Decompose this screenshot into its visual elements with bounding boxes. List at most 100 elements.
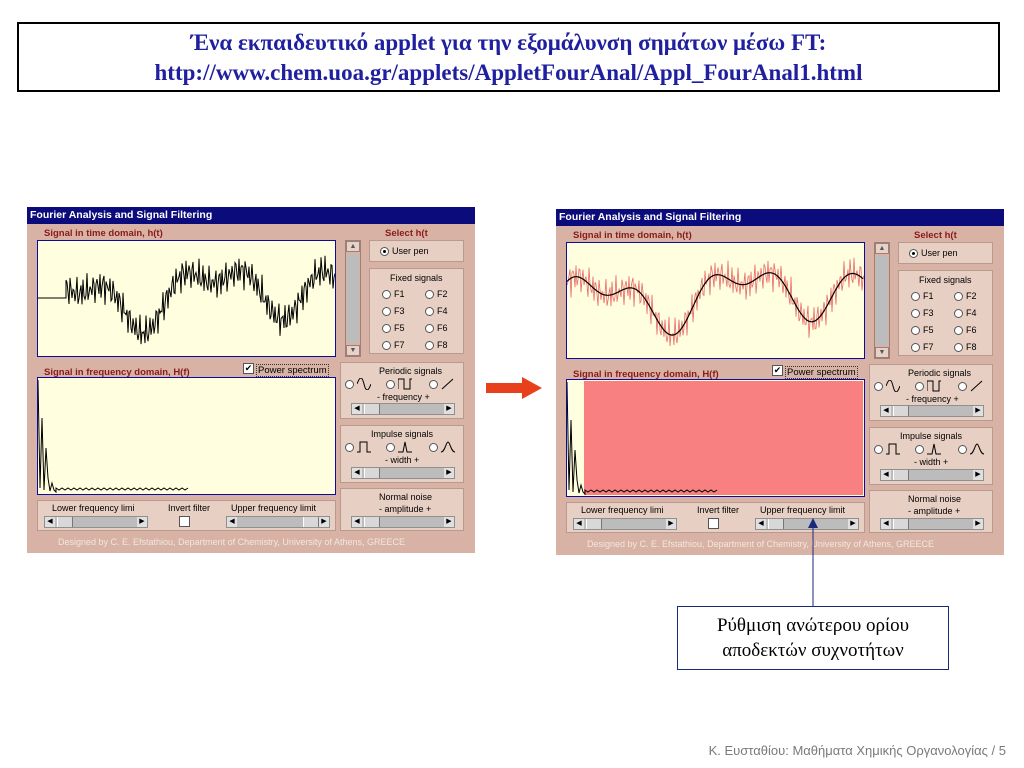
radio-f2[interactable]: F2	[425, 289, 448, 299]
periodic-signals-label: Periodic signals	[379, 366, 443, 376]
scroll-down-icon[interactable]: ▼	[346, 345, 360, 356]
rect-impulse-icon	[357, 441, 371, 453]
rect-impulse-icon	[886, 443, 900, 455]
upper-limit-slider[interactable]: ◀ ▶	[226, 516, 330, 528]
radio-f5[interactable]: F5	[382, 323, 405, 333]
radio-f7[interactable]: F7	[911, 342, 934, 352]
slide-footer: Κ. Ευσταθίου: Μαθήματα Χημικής Οργανολογ…	[708, 743, 1006, 758]
time-domain-label: Signal in time domain, h(t)	[44, 228, 163, 239]
scroll-up-icon[interactable]: ▲	[346, 241, 360, 252]
user-pen-radio[interactable]: User pen	[380, 246, 429, 256]
freq-domain-label: Signal in frequency domain, H(f)	[573, 369, 719, 380]
invert-filter-checkbox[interactable]	[179, 516, 190, 527]
radio-f1[interactable]: F1	[911, 291, 934, 301]
frequency-slider[interactable]: ◀ ▶	[351, 403, 455, 415]
radio-sawtooth[interactable]	[429, 378, 460, 390]
radio-f3[interactable]: F3	[911, 308, 934, 318]
radio-f4[interactable]: F4	[954, 308, 977, 318]
radio-sine[interactable]	[874, 380, 905, 392]
user-pen-radio[interactable]: User pen	[909, 248, 958, 258]
width-slider[interactable]: ◀ ▶	[880, 469, 984, 481]
radio-f1[interactable]: F1	[382, 289, 405, 299]
frequency-label: - frequency +	[906, 394, 959, 404]
applet-window-title: Fourier Analysis and Signal Filtering	[556, 209, 1004, 226]
vertical-scrollbar[interactable]: ▲ ▼	[874, 242, 890, 359]
radio-f6[interactable]: F6	[425, 323, 448, 333]
width-label: - width +	[385, 455, 420, 465]
radio-f5[interactable]: F5	[911, 325, 934, 335]
invert-filter-label: Invert filter	[697, 505, 740, 515]
lower-limit-label: Lower frequency limi	[52, 503, 135, 513]
normal-noise-group: Normal noise - amplitude + ◀ ▶	[869, 490, 993, 533]
radio-f7[interactable]: F7	[382, 340, 405, 350]
slide-title-url[interactable]: http://www.chem.uoa.gr/applets/AppletFou…	[154, 60, 863, 85]
radio-sawtooth[interactable]	[958, 380, 989, 392]
slide-title-line1: Ένα εκπαιδευτικό applet για την εξομάλυν…	[190, 30, 827, 55]
square-wave-icon	[398, 378, 412, 390]
lower-limit-slider[interactable]: ◀ ▶	[573, 518, 677, 530]
triangle-impulse-icon	[927, 443, 941, 455]
user-pen-group: User pen	[898, 242, 993, 264]
radio-f2[interactable]: F2	[954, 291, 977, 301]
freq-domain-plot[interactable]	[566, 379, 865, 497]
vertical-scrollbar[interactable]: ▲ ▼	[345, 240, 361, 357]
radio-rect-impulse[interactable]	[345, 441, 376, 453]
applet-before: Fourier Analysis and Signal Filtering Si…	[27, 207, 475, 553]
radio-rect-impulse[interactable]	[874, 443, 905, 455]
radio-sine[interactable]	[345, 378, 376, 390]
power-spectrum-checkbox[interactable]: ✔	[772, 365, 783, 376]
sawtooth-wave-icon	[970, 380, 983, 392]
user-pen-label: User pen	[921, 248, 958, 258]
applet-credit: Designed by C. E. Efstathiou, Department…	[58, 537, 405, 547]
radio-f4[interactable]: F4	[425, 306, 448, 316]
raw-signal-line	[567, 257, 864, 347]
width-slider[interactable]: ◀ ▶	[351, 467, 455, 479]
time-domain-plot[interactable]	[566, 242, 865, 359]
fixed-signals-label: Fixed signals	[390, 273, 443, 283]
radio-f8[interactable]: F8	[425, 340, 448, 350]
time-domain-plot[interactable]	[37, 240, 336, 357]
fixed-signals-label: Fixed signals	[919, 275, 972, 285]
time-domain-label: Signal in time domain, h(t)	[573, 230, 692, 241]
upper-limit-label: Upper frequency limit	[760, 505, 846, 515]
radio-square[interactable]	[386, 378, 417, 390]
scroll-up-icon[interactable]: ▲	[875, 243, 889, 254]
invert-filter-checkbox[interactable]	[708, 518, 719, 529]
amplitude-slider[interactable]: ◀ ▶	[880, 518, 984, 530]
filter-controls-group: Lower frequency limi ◀ ▶ Invert filter Up…	[37, 500, 336, 531]
spectrum-line	[567, 381, 718, 496]
radio-triangle-impulse[interactable]	[386, 441, 417, 453]
lower-limit-slider[interactable]: ◀ ▶	[44, 516, 148, 528]
upper-limit-label: Upper frequency limit	[231, 503, 317, 513]
slide-title: Ένα εκπαιδευτικό applet για την εξομάλυν…	[17, 22, 1000, 92]
power-spectrum-label: Power spectrum	[785, 366, 858, 379]
scroll-down-icon[interactable]: ▼	[875, 347, 889, 358]
amplitude-slider[interactable]: ◀ ▶	[351, 516, 455, 528]
gaussian-impulse-icon	[441, 441, 455, 453]
normal-noise-group: Normal noise - amplitude + ◀ ▶	[340, 488, 464, 531]
periodic-signals-group: Periodic signals - frequency + ◀ ▶	[869, 364, 993, 421]
freq-domain-plot[interactable]	[37, 377, 336, 495]
impulse-signals-label: Impulse signals	[371, 429, 434, 439]
radio-gauss-impulse[interactable]	[429, 441, 460, 453]
callout-line2: αποδεκτών συχνοτήτων	[722, 640, 904, 661]
frequency-label: - frequency +	[377, 392, 430, 402]
spectrum-line	[38, 379, 189, 494]
radio-f6[interactable]: F6	[954, 325, 977, 335]
frequency-slider[interactable]: ◀ ▶	[880, 405, 984, 417]
select-signal-label: Select h(t	[385, 228, 428, 239]
applet-window-title: Fourier Analysis and Signal Filtering	[27, 207, 475, 224]
upper-limit-slider[interactable]: ◀ ▶	[755, 518, 859, 530]
radio-f3[interactable]: F3	[382, 306, 405, 316]
periodic-signals-group: Periodic signals - frequency + ◀ ▶	[340, 362, 464, 419]
power-spectrum-checkbox[interactable]: ✔	[243, 363, 254, 374]
radio-square[interactable]	[915, 380, 946, 392]
width-label: - width +	[914, 457, 949, 467]
user-pen-label: User pen	[392, 246, 429, 256]
radio-f8[interactable]: F8	[954, 342, 977, 352]
invert-filter-label: Invert filter	[168, 503, 211, 513]
radio-gauss-impulse[interactable]	[958, 443, 989, 455]
radio-triangle-impulse[interactable]	[915, 443, 946, 455]
impulse-signals-group: Impulse signals - width + ◀ ▶	[869, 427, 993, 485]
applet-after: Fourier Analysis and Signal Filtering Si…	[556, 209, 1004, 555]
